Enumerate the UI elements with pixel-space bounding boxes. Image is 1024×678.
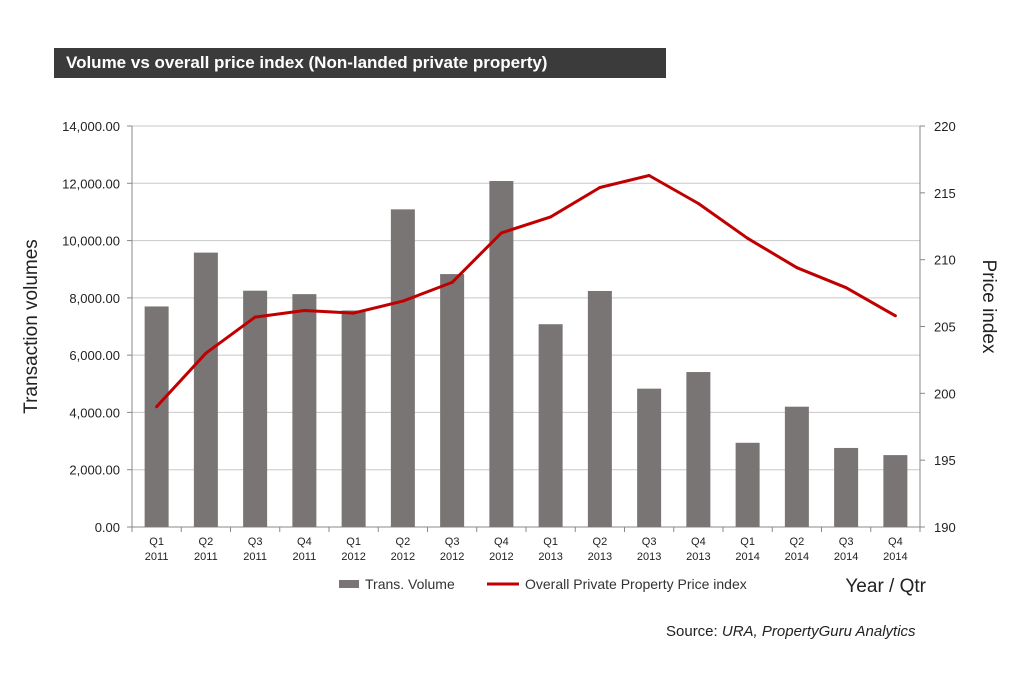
x-tick-label-year: 2012 <box>489 551 513 563</box>
y2-axis-title: Price index <box>978 260 999 354</box>
x-tick-label-quarter: Q2 <box>396 536 411 548</box>
y2-tick-label: 220 <box>934 119 956 134</box>
x-tick-label-year: 2011 <box>293 551 317 563</box>
source-text: URA, PropertyGuru Analytics <box>721 623 916 640</box>
y-axis-title: Transaction volumes <box>21 239 42 414</box>
line-point <box>746 236 750 240</box>
y2-tick-label: 215 <box>934 186 956 201</box>
line-point <box>352 311 356 315</box>
x-tick-label-year: 2014 <box>785 551 809 563</box>
line-point <box>155 405 159 409</box>
x-tick-label-quarter: Q4 <box>691 536 706 548</box>
x-tick-label-quarter: Q2 <box>593 536 608 548</box>
x-tick-label-year: 2014 <box>883 551 907 563</box>
x-tick-label-quarter: Q2 <box>199 536 214 548</box>
bar <box>440 274 465 527</box>
chart-title: Volume vs overall price index (Non-lande… <box>54 48 666 78</box>
y-tick-label: 0.00 <box>95 520 120 535</box>
x-tick-label-quarter: Q3 <box>248 536 263 548</box>
bar <box>686 372 711 527</box>
bar <box>292 294 317 527</box>
bar <box>735 442 760 527</box>
bar <box>390 209 415 527</box>
bar <box>243 290 268 527</box>
x-tick-label-year: 2014 <box>735 551 759 563</box>
line-point <box>598 185 602 189</box>
x-tick-label-quarter: Q1 <box>346 536 361 548</box>
x-tick-label-quarter: Q3 <box>839 536 854 548</box>
bar <box>193 252 218 527</box>
bar <box>834 447 859 527</box>
line-point <box>795 266 799 270</box>
x-tick-label-quarter: Q4 <box>888 536 903 548</box>
bar <box>538 324 563 527</box>
x-tick-label-year: 2013 <box>686 551 710 563</box>
y-tick-label: 10,000.00 <box>62 234 120 249</box>
bar <box>144 306 169 527</box>
x-tick-label-year: 2011 <box>243 551 267 563</box>
line-point <box>549 215 553 219</box>
line-point <box>893 314 897 318</box>
x-tick-label-year: 2012 <box>440 551 464 563</box>
x-axis-title: Year / Qtr <box>845 576 926 597</box>
y-tick-label: 12,000.00 <box>62 176 120 191</box>
line-point <box>302 308 306 312</box>
legend-swatch-volume <box>339 580 359 588</box>
x-tick-label-year: 2012 <box>341 551 365 563</box>
line-point <box>696 202 700 206</box>
x-tick-label-year: 2011 <box>145 551 169 563</box>
x-tick-label-quarter: Q4 <box>297 536 312 548</box>
x-tick-label-quarter: Q1 <box>149 536 164 548</box>
y2-tick-label: 210 <box>934 253 956 268</box>
x-tick-label-year: 2011 <box>194 551 218 563</box>
x-tick-label-quarter: Q3 <box>445 536 460 548</box>
line-point <box>499 231 503 235</box>
line-point <box>450 280 454 284</box>
y-tick-label: 2,000.00 <box>69 463 120 478</box>
legend-label-volume: Trans. Volume <box>365 576 455 592</box>
line-point <box>253 315 257 319</box>
y2-tick-label: 205 <box>934 320 956 335</box>
x-tick-label-year: 2012 <box>391 551 415 563</box>
source-note: Source: URA, PropertyGuru Analytics <box>666 623 916 640</box>
x-tick-label-quarter: Q3 <box>642 536 657 548</box>
y-tick-label: 4,000.00 <box>69 405 120 420</box>
x-tick-label-quarter: Q4 <box>494 536 509 548</box>
line-point <box>647 173 651 177</box>
bar <box>341 310 366 527</box>
x-tick-label-quarter: Q1 <box>543 536 558 548</box>
x-tick-label-year: 2013 <box>588 551 612 563</box>
x-tick-label-quarter: Q1 <box>740 536 755 548</box>
bar <box>883 455 908 527</box>
y2-tick-label: 195 <box>934 453 956 468</box>
x-tick-label-quarter: Q2 <box>790 536 805 548</box>
bar <box>489 180 514 527</box>
y2-tick-label: 190 <box>934 520 956 535</box>
x-tick-label-year: 2014 <box>834 551 858 563</box>
bar <box>784 406 809 527</box>
source-label: Source: <box>666 623 718 640</box>
bar <box>587 290 612 527</box>
line-point <box>401 299 405 303</box>
line-point <box>844 286 848 290</box>
y-tick-label: 6,000.00 <box>69 348 120 363</box>
x-tick-label-year: 2013 <box>538 551 562 563</box>
x-tick-label-year: 2013 <box>637 551 661 563</box>
line-point <box>204 351 208 355</box>
y2-tick-label: 200 <box>934 386 956 401</box>
legend-label-price-index: Overall Private Property Price index <box>525 576 747 592</box>
bar <box>637 388 662 527</box>
y-tick-label: 8,000.00 <box>69 291 120 306</box>
y-tick-label: 14,000.00 <box>62 119 120 134</box>
price-index-line <box>155 174 897 408</box>
